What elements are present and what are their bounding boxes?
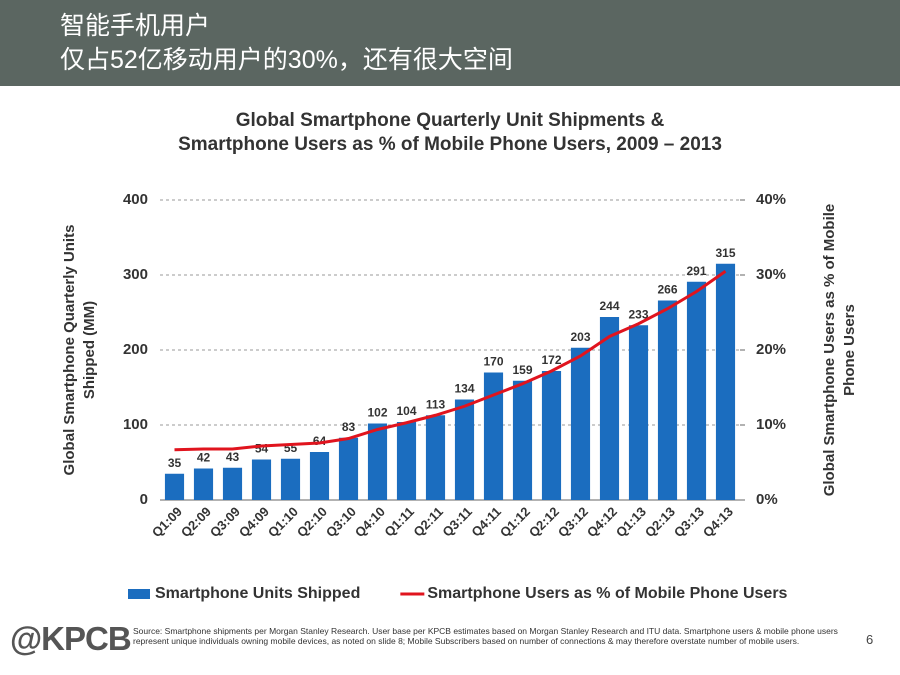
x-tick-label: Q1:09 (149, 504, 185, 540)
data-label: 170 (483, 355, 503, 369)
header-title: 仅占52亿移动用户的30%，还有很大空间 (60, 46, 513, 74)
x-tick-label: Q4:10 (352, 504, 388, 540)
bar (425, 415, 446, 500)
x-tick-label: Q2:11 (410, 504, 446, 540)
x-tick-label: Q3:12 (555, 504, 591, 540)
data-label: 159 (512, 363, 532, 377)
y2-axis-label: Global Smartphone Users as % of Mobile (821, 204, 838, 497)
header: 智能手机用户 仅占52亿移动用户的30%，还有很大空间 (0, 0, 900, 86)
bar (396, 422, 417, 500)
data-label: 134 (454, 382, 474, 396)
legend-label: Smartphone Units Shipped (155, 585, 360, 602)
y-axis-label: Shipped (MM) (81, 301, 98, 399)
bar (193, 468, 214, 500)
data-label: 54 (255, 442, 269, 456)
data-label: 113 (426, 397, 446, 411)
x-tick-label: Q3:10 (323, 504, 359, 540)
data-label: 315 (715, 246, 735, 260)
bar (715, 263, 736, 500)
data-label: 83 (342, 420, 356, 434)
data-label: 104 (396, 404, 416, 418)
x-tick-label: Q2:12 (526, 504, 562, 540)
x-tick-label: Q2:13 (642, 504, 678, 540)
bar (338, 437, 359, 500)
header-title: 智能手机用户 (60, 12, 211, 40)
y2-tick-label: 10% (756, 416, 786, 433)
chart-title: Global Smartphone Quarterly Unit Shipmen… (236, 110, 665, 131)
x-tick-label: Q1:12 (497, 504, 533, 540)
source-note: Source: Smartphone shipments per Morgan … (133, 626, 838, 646)
bar (686, 281, 707, 500)
x-tick-label: Q3:11 (439, 504, 475, 540)
y2-tick-label: 30% (756, 266, 786, 283)
x-tick-label: Q4:12 (584, 504, 620, 540)
x-tick-label: Q3:09 (207, 504, 243, 540)
page-number: 6 (866, 632, 874, 647)
y-axis-label: Global Smartphone Quarterly Units (61, 225, 78, 476)
legend-label: Smartphone Users as % of Mobile Phone Us… (427, 585, 787, 602)
y-tick-label: 0 (140, 491, 148, 508)
x-tick-label: Q2:10 (294, 504, 330, 540)
bar (251, 459, 272, 500)
y-tick-label: 100 (123, 416, 148, 433)
data-label: 42 (197, 451, 211, 465)
bar (280, 458, 301, 500)
bar (309, 452, 330, 500)
x-tick-label: Q4:09 (236, 504, 272, 540)
data-label: 43 (226, 450, 240, 464)
bar (454, 399, 475, 500)
bar (657, 300, 678, 500)
bar (367, 423, 388, 500)
data-label: 172 (541, 353, 561, 367)
data-label: 244 (599, 299, 619, 313)
bar (541, 371, 562, 500)
bar (164, 473, 185, 500)
y-tick-label: 300 (123, 266, 148, 283)
line (174, 270, 727, 452)
y-tick-label: 400 (123, 191, 148, 208)
x-tick-label: Q1:13 (613, 504, 649, 540)
bar (222, 467, 243, 500)
x-tick-label: Q2:09 (178, 504, 214, 540)
x-tick-label: Q1:11 (381, 504, 417, 540)
x-tick-label: Q4:11 (468, 504, 504, 540)
bar (483, 372, 504, 500)
y-tick-label: 200 (123, 341, 148, 358)
data-label: 102 (367, 406, 387, 420)
data-label: 64 (313, 434, 327, 448)
x-tick-label: Q3:13 (671, 504, 707, 540)
y2-tick-label: 40% (756, 191, 786, 208)
data-label: 203 (570, 330, 590, 344)
bar (628, 325, 649, 500)
logo: @KPCB (10, 620, 132, 657)
bar (599, 317, 620, 500)
data-label: 35 (168, 456, 182, 470)
bar (512, 380, 533, 500)
x-tick-label: Q1:10 (265, 504, 301, 540)
y2-tick-label: 0% (756, 491, 778, 508)
y2-tick-label: 20% (756, 341, 786, 358)
data-label: 291 (686, 264, 706, 278)
chart-title: Smartphone Users as % of Mobile Phone Us… (178, 134, 722, 155)
x-tick-label: Q4:13 (700, 504, 736, 540)
bar (570, 347, 591, 500)
legend-swatch (128, 589, 150, 599)
data-label: 266 (657, 283, 677, 297)
y2-axis-label: Phone Users (841, 304, 858, 396)
data-label: 233 (628, 307, 648, 321)
